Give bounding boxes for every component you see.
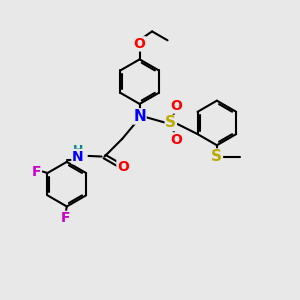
Text: O: O xyxy=(134,37,146,51)
Text: O: O xyxy=(170,99,182,113)
Text: N: N xyxy=(133,109,146,124)
Text: O: O xyxy=(117,160,129,174)
Text: S: S xyxy=(165,116,176,130)
Text: S: S xyxy=(212,149,222,164)
Text: N: N xyxy=(72,149,84,164)
Text: F: F xyxy=(32,164,41,178)
Text: O: O xyxy=(170,133,182,147)
Text: F: F xyxy=(61,212,70,225)
Text: H: H xyxy=(73,144,83,157)
